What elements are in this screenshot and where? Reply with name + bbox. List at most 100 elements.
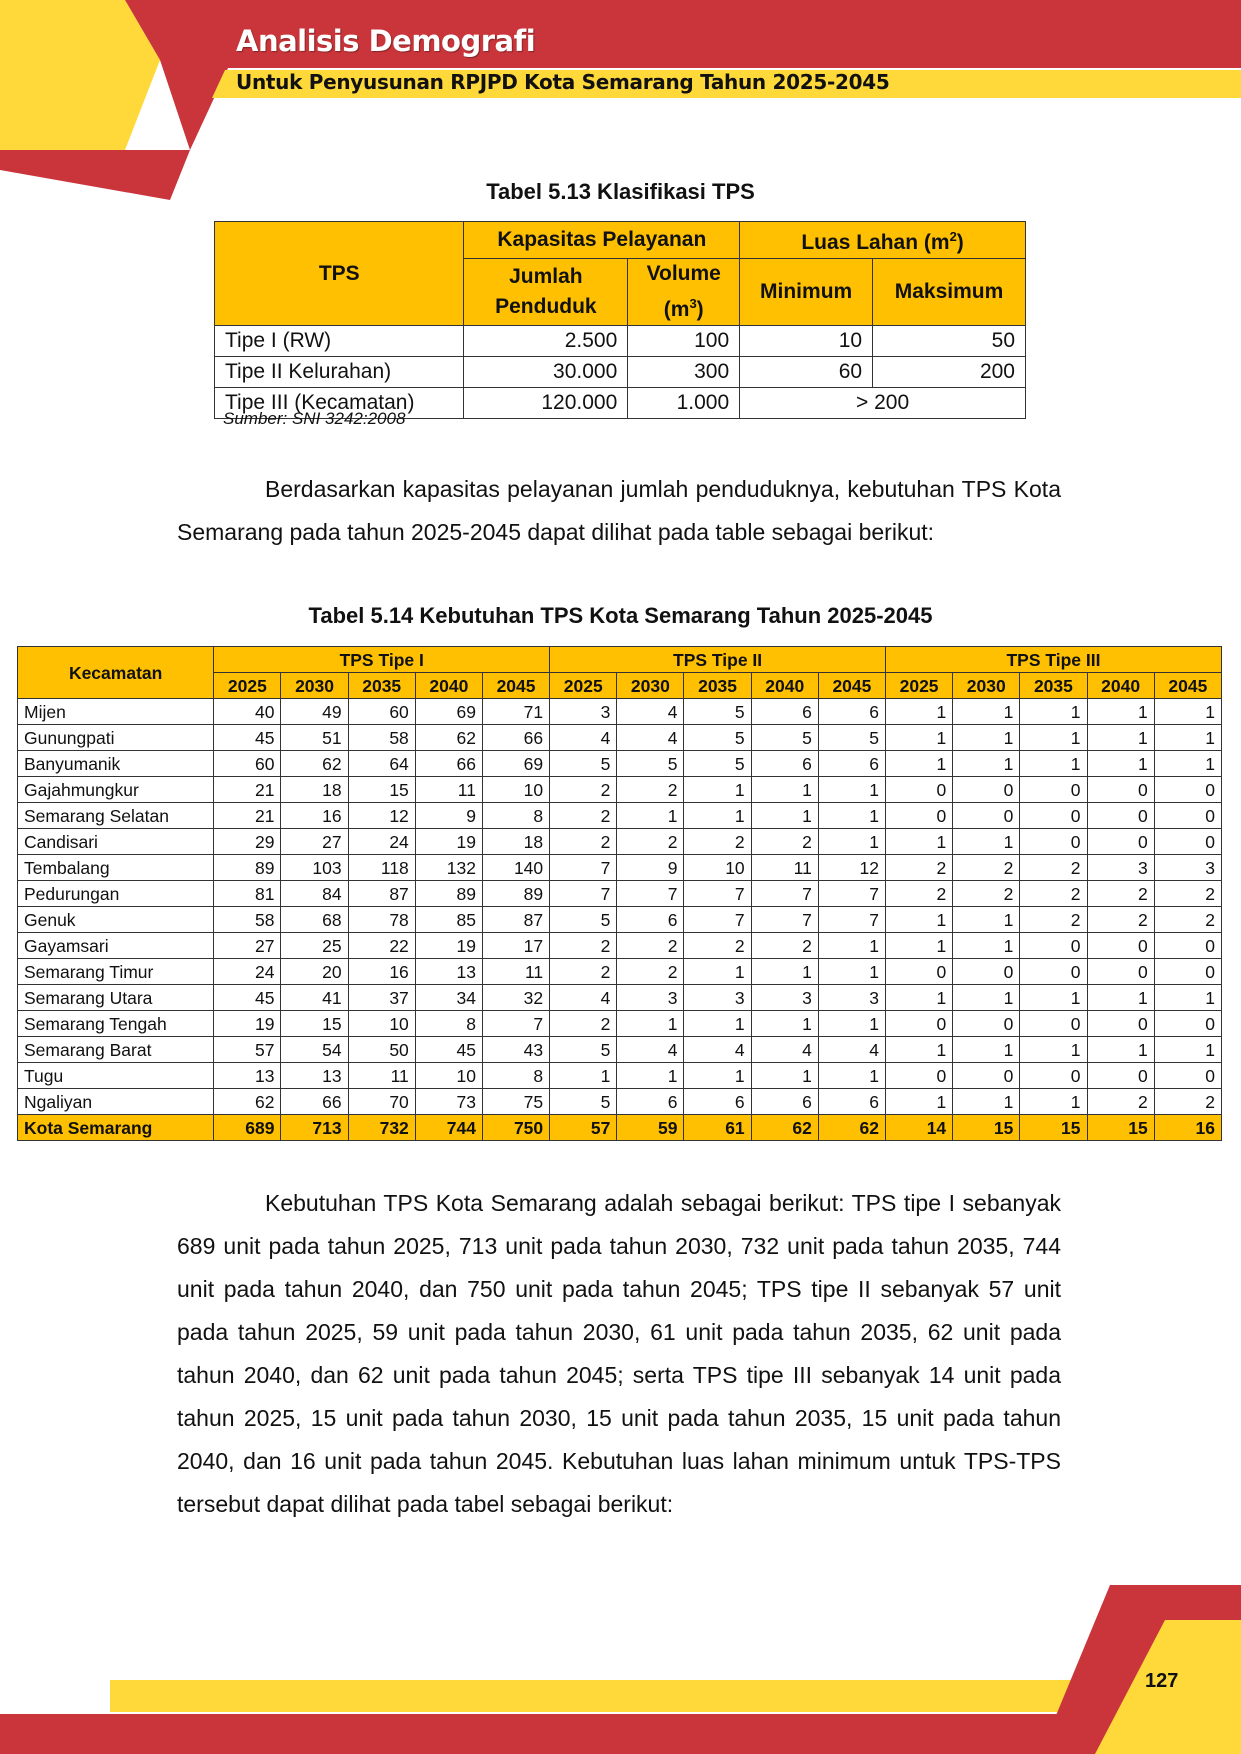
value-cell: 19	[414, 828, 483, 855]
value-cell: 8	[481, 802, 551, 829]
value-cell: 6	[750, 1088, 819, 1115]
header-red-wedge	[0, 150, 190, 200]
value-cell: 5	[683, 724, 752, 751]
value-cell: 58	[213, 906, 282, 933]
th-tps-tipe-1: TPS Tipe I	[213, 646, 551, 673]
total-value-cell: 16	[1153, 1114, 1223, 1141]
value-cell: 1	[1086, 1036, 1155, 1063]
value-cell: 5	[549, 1036, 618, 1063]
table-row: Tipe II Kelurahan) 30.000 300 60 200	[213, 356, 1026, 388]
th-maksimum: Maksimum	[872, 258, 1026, 326]
th-year: 2045	[481, 672, 551, 699]
value-cell: 2	[549, 958, 618, 985]
value-cell: 6	[616, 906, 685, 933]
table2-caption: Tabel 5.14 Kebutuhan TPS Kota Semarang T…	[308, 603, 933, 628]
value-cell: 1	[1086, 724, 1155, 751]
value-cell: 1	[884, 1036, 954, 1063]
value-cell: 20	[280, 958, 349, 985]
th-year: 2025	[549, 672, 618, 699]
value-cell: 7	[750, 906, 819, 933]
value-cell: 1	[1086, 698, 1155, 725]
th-kecamatan: Kecamatan	[16, 646, 215, 699]
value-cell: 1	[817, 958, 887, 985]
total-value-cell: 61	[683, 1114, 752, 1141]
value-cell: 2	[1086, 880, 1155, 907]
kecamatan-cell: Tugu	[16, 1062, 215, 1089]
value-cell: 89	[481, 880, 551, 907]
th-year: 2030	[616, 672, 685, 699]
th-kapasitas: Kapasitas Pelayanan	[463, 221, 741, 259]
value-cell: 11	[750, 854, 819, 881]
value-cell: 84	[280, 880, 349, 907]
value-cell: 0	[1019, 958, 1088, 985]
value-cell: 1	[884, 1088, 954, 1115]
value-cell: 10	[481, 776, 551, 803]
value-cell: 2	[1153, 906, 1223, 933]
value-cell: 0	[884, 802, 954, 829]
value-cell: 0	[1019, 1010, 1088, 1037]
total-value-cell: 15	[1019, 1114, 1088, 1141]
value-cell: 0	[1153, 828, 1223, 855]
value-cell: 0	[1019, 1062, 1088, 1089]
th-year: 2035	[1019, 672, 1088, 699]
value-cell: 2	[750, 932, 819, 959]
value-cell: 0	[1086, 828, 1155, 855]
value-cell: 7	[549, 880, 618, 907]
total-value-cell: 750	[481, 1114, 551, 1141]
cell: 1.000	[627, 387, 741, 419]
value-cell: 1	[683, 776, 752, 803]
value-cell: 3	[1086, 854, 1155, 881]
value-cell: 45	[213, 724, 282, 751]
value-cell: 43	[481, 1036, 551, 1063]
value-cell: 6	[750, 750, 819, 777]
value-cell: 1	[1019, 984, 1088, 1011]
cell: 120.000	[463, 387, 629, 419]
value-cell: 0	[1153, 932, 1223, 959]
table-row: Candisari 29 27 24 19 18 2 2 2 2 1 1 1 0 0 0	[16, 828, 1223, 855]
value-cell: 5	[750, 724, 819, 751]
value-cell: 71	[481, 698, 551, 725]
value-cell: 69	[481, 750, 551, 777]
value-cell: 32	[481, 984, 551, 1011]
value-cell: 0	[1019, 932, 1088, 959]
th-year: 2040	[414, 672, 483, 699]
table-row: Gayamsari 27 25 22 19 17 2 2 2 2 1 1 1 0 0 0	[16, 932, 1223, 959]
value-cell: 4	[750, 1036, 819, 1063]
value-cell: 1	[884, 750, 954, 777]
value-cell: 4	[616, 1036, 685, 1063]
kecamatan-cell: Semarang Barat	[16, 1036, 215, 1063]
th-volume: Volume (m3)	[627, 258, 741, 326]
value-cell: 1	[952, 1088, 1021, 1115]
value-cell: 27	[280, 828, 349, 855]
value-cell: 1	[1086, 984, 1155, 1011]
kecamatan-cell: Gunungpati	[16, 724, 215, 751]
value-cell: 18	[280, 776, 349, 803]
table-row: Semarang Selatan 21 16 12 9 8 2 1 1 1 1 0 0 0 0 0	[16, 802, 1223, 829]
value-cell: 7	[750, 880, 819, 907]
value-cell: 57	[213, 1036, 282, 1063]
value-cell: 50	[347, 1036, 416, 1063]
header-yellow-shape	[0, 0, 160, 150]
value-cell: 2	[549, 932, 618, 959]
value-cell: 0	[1086, 932, 1155, 959]
value-cell: 1	[817, 932, 887, 959]
value-cell: 11	[347, 1062, 416, 1089]
th-year: 2035	[683, 672, 752, 699]
value-cell: 5	[549, 906, 618, 933]
value-cell: 0	[884, 958, 954, 985]
cell: 50	[872, 325, 1026, 357]
value-cell: 3	[817, 984, 887, 1011]
total-value-cell: 57	[549, 1114, 618, 1141]
kecamatan-cell: Candisari	[16, 828, 215, 855]
value-cell: 0	[952, 802, 1021, 829]
value-cell: 0	[1153, 776, 1223, 803]
total-value-cell: 744	[414, 1114, 483, 1141]
value-cell: 6	[616, 1088, 685, 1115]
total-value-cell: 732	[347, 1114, 416, 1141]
value-cell: 9	[414, 802, 483, 829]
value-cell: 89	[213, 854, 282, 881]
value-cell: 2	[884, 880, 954, 907]
value-cell: 13	[280, 1062, 349, 1089]
table-row: Semarang Utara 45 41 37 34 32 4 3 3 3 3 1 1 1 1 1	[16, 984, 1223, 1011]
